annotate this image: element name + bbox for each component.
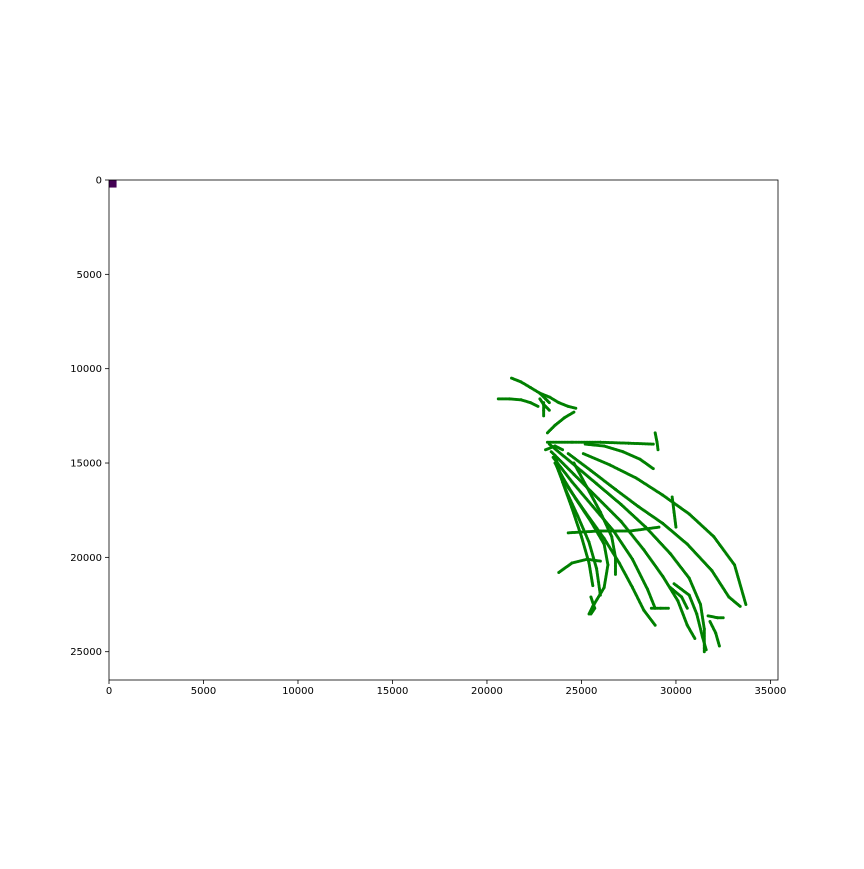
- data-point: [721, 616, 725, 620]
- track-9: [581, 452, 748, 607]
- track-18: [572, 461, 617, 576]
- track-5: [545, 440, 655, 446]
- data-point: [651, 467, 655, 471]
- data-point: [613, 572, 617, 576]
- track-20: [566, 525, 661, 535]
- track-14: [551, 455, 657, 610]
- x-tick-label: 35000: [755, 686, 787, 697]
- data-point: [666, 606, 670, 610]
- x-tick-label: 25000: [566, 686, 598, 697]
- y-tick-label: 15000: [70, 459, 102, 470]
- track-23: [668, 586, 689, 610]
- data-point: [744, 603, 748, 607]
- y-tick-label: 20000: [70, 553, 102, 564]
- data-point: [561, 448, 565, 452]
- data-point: [693, 636, 697, 640]
- x-tick-label: 10000: [282, 686, 314, 697]
- track-1: [496, 397, 540, 408]
- plot-frame: [108, 179, 779, 681]
- x-tick-label: 0: [106, 686, 112, 697]
- data-point: [598, 559, 602, 563]
- track-10: [566, 452, 742, 608]
- track-8: [544, 444, 565, 452]
- data-point: [547, 408, 551, 412]
- data-point: [702, 650, 706, 654]
- data-point: [717, 644, 721, 648]
- marks-layer: [109, 180, 748, 654]
- x-tick-label: 5000: [191, 686, 216, 697]
- x-tick-label: 20000: [471, 686, 503, 697]
- track-24: [706, 614, 725, 620]
- track-7: [653, 431, 660, 452]
- track-11: [670, 495, 678, 529]
- track-22: [672, 582, 708, 652]
- track-21: [557, 557, 602, 574]
- series-0: [496, 376, 748, 654]
- data-point: [656, 448, 660, 452]
- x-tick-label: 15000: [377, 686, 409, 697]
- data-point: [653, 623, 657, 627]
- y-tick-label: 5000: [77, 270, 102, 281]
- data-point: [547, 401, 551, 405]
- track-6: [583, 442, 655, 471]
- track-28: [542, 401, 546, 418]
- track-26: [649, 606, 670, 610]
- data-point: [704, 648, 708, 652]
- y-tick-label: 25000: [70, 647, 102, 658]
- corner-marker: [109, 180, 117, 188]
- y-tick-label: 10000: [70, 364, 102, 375]
- data-point: [685, 606, 689, 610]
- track-2: [538, 391, 578, 410]
- y-tick-label: 0: [96, 176, 102, 187]
- data-point: [657, 525, 661, 529]
- data-point: [589, 612, 593, 616]
- data-point: [536, 404, 540, 408]
- track-25: [708, 620, 721, 648]
- track-27: [589, 595, 597, 616]
- x-tick-label: 30000: [660, 686, 692, 697]
- data-point: [591, 584, 595, 588]
- track-4: [545, 410, 576, 435]
- x-axis-ticks: 0 5000 10000 15000 20000 25000 30000 35000: [106, 680, 787, 697]
- data-point: [674, 525, 678, 529]
- data-point: [738, 604, 742, 608]
- y-axis-ticks: 0 5000 10000 15000 20000 25000: [70, 176, 109, 658]
- data-point: [542, 414, 546, 418]
- data-point: [651, 442, 655, 446]
- data-point: [572, 410, 576, 414]
- data-point: [574, 406, 578, 410]
